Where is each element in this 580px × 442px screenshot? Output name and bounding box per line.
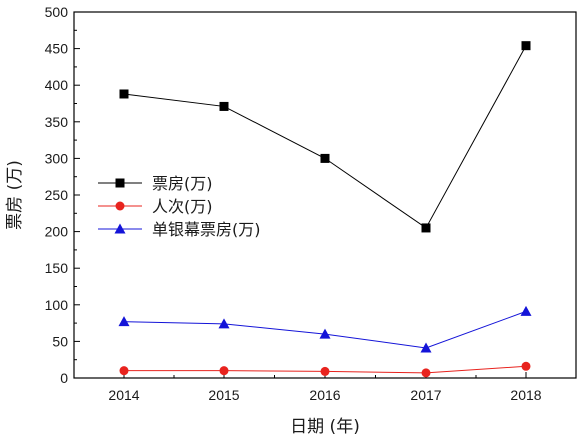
- data-point: [219, 366, 229, 376]
- data-point: [319, 328, 331, 339]
- x-tick-label: 2017: [410, 387, 441, 403]
- x-tick-label: 2014: [108, 387, 139, 403]
- data-point: [521, 361, 531, 371]
- y-tick-label: 500: [45, 4, 69, 20]
- data-point: [520, 305, 532, 316]
- legend-item: 票房(万): [98, 174, 213, 193]
- x-tick-label: 2018: [510, 387, 541, 403]
- x-axis: 2014 2015 2016 2017 2018: [108, 372, 542, 403]
- legend-item: 人次(万): [98, 197, 213, 216]
- y-tick-label: 150: [45, 260, 69, 276]
- legend-marker: [115, 178, 125, 188]
- series-3: [118, 305, 532, 353]
- y-tick-label: 250: [45, 187, 69, 203]
- legend-item: 单银幕票房(万): [98, 220, 261, 239]
- data-point: [119, 89, 129, 99]
- legend-label: 人次(万): [152, 197, 213, 216]
- data-point: [521, 41, 531, 51]
- y-tick-label: 450: [45, 41, 69, 57]
- y-tick-label: 100: [45, 297, 69, 313]
- y-tick-label: 50: [52, 333, 68, 349]
- data-point: [118, 316, 130, 327]
- series-layer: [118, 41, 532, 378]
- x-axis-title: 日期 (年): [290, 417, 360, 437]
- x-tick-label: 2016: [309, 387, 340, 403]
- y-tick-label: 400: [45, 77, 69, 93]
- legend-marker: [115, 201, 125, 211]
- series-2: [119, 361, 531, 378]
- x-tick-label: 2015: [208, 387, 239, 403]
- y-tick-label: 350: [45, 114, 69, 130]
- legend-marker: [114, 223, 126, 234]
- series-1: [119, 41, 531, 233]
- legend: 票房(万) 人次(万) 单银幕票房(万): [98, 174, 261, 239]
- y-tick-label: 300: [45, 150, 69, 166]
- data-point: [320, 153, 330, 163]
- data-point: [421, 368, 431, 378]
- data-point: [421, 223, 431, 233]
- plot-frame: [73, 11, 577, 379]
- y-tick-label: 0: [60, 370, 68, 386]
- data-point: [218, 318, 230, 329]
- y-axis: 0 50 100 150 200 250 300 350 400 450 500: [45, 4, 80, 386]
- data-point: [320, 366, 330, 376]
- data-point: [219, 101, 229, 111]
- legend-label: 票房(万): [152, 174, 213, 193]
- legend-label: 单银幕票房(万): [152, 220, 261, 239]
- data-point: [420, 342, 432, 353]
- y-tick-label: 200: [45, 224, 69, 240]
- y-axis-title: 票房 (万): [5, 160, 25, 230]
- data-point: [119, 366, 129, 376]
